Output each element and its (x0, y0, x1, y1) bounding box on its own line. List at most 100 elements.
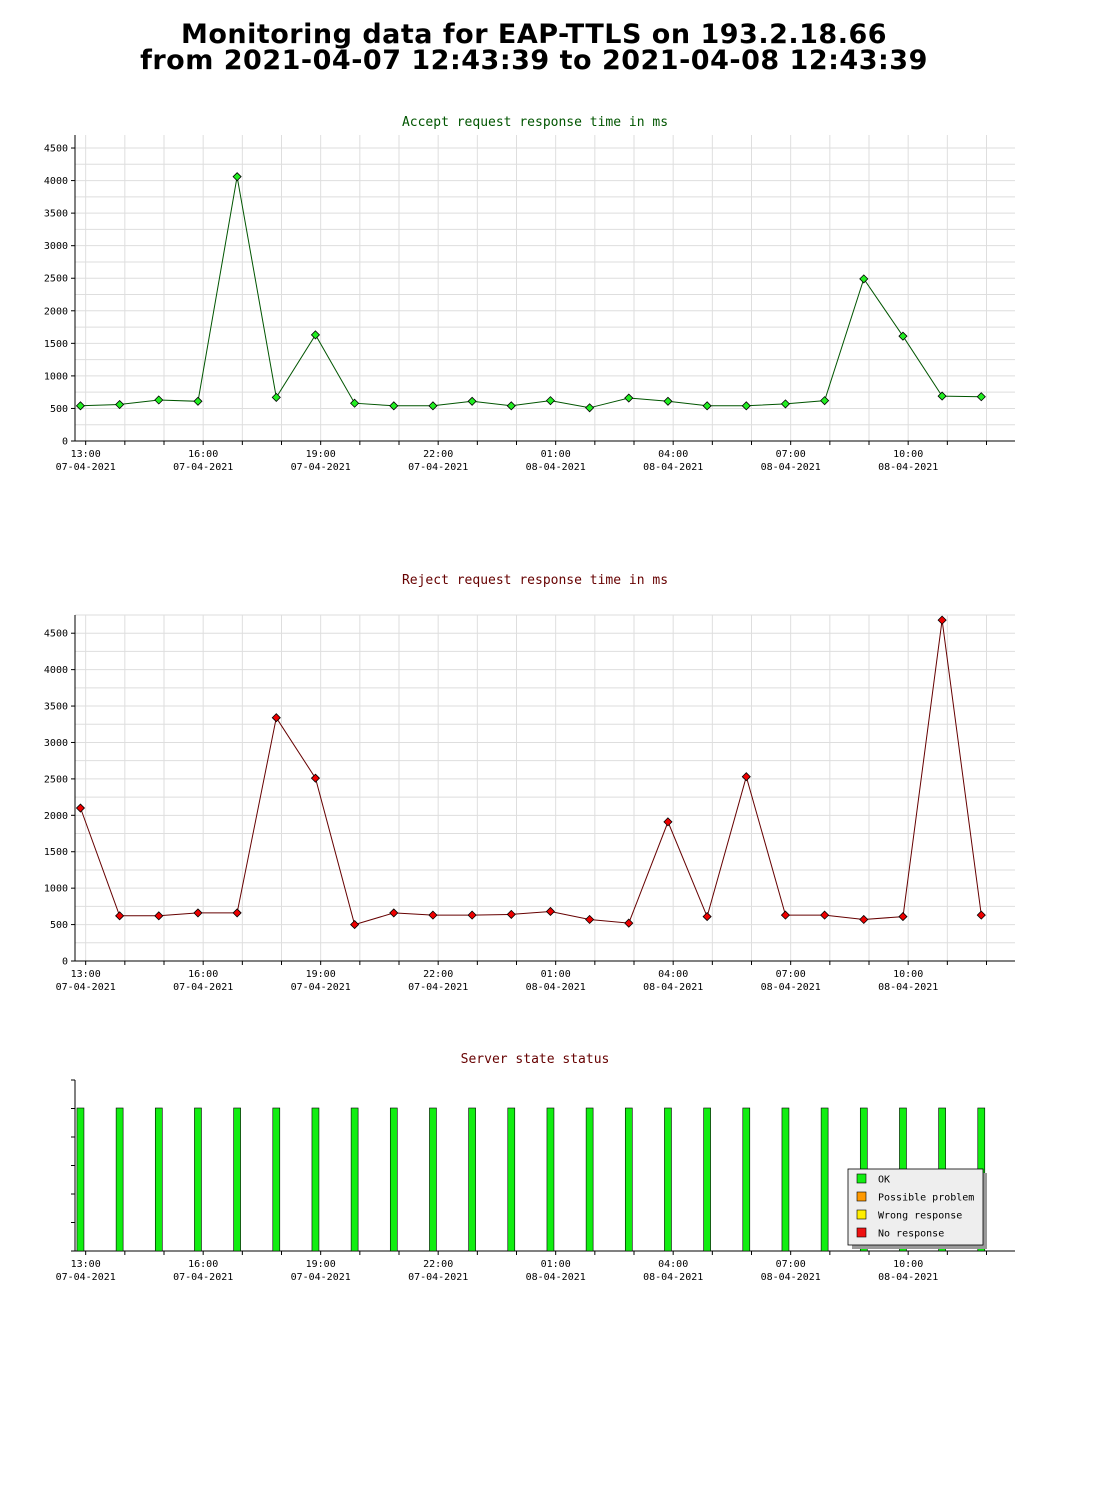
x-tick-label-date: 07-04-2021 (56, 982, 116, 993)
x-tick-label-date: 08-04-2021 (643, 1272, 703, 1283)
x-tick-label-time: 10:00 (893, 449, 923, 460)
legend-swatch (856, 1173, 867, 1184)
page-title-line-2: from 2021-04-07 12:43:39 to 2021-04-08 1… (140, 45, 928, 76)
data-point (428, 910, 438, 920)
y-tick-label: 4000 (44, 665, 68, 676)
x-tick-label-time: 13:00 (71, 1259, 101, 1270)
y-tick-label: 1000 (44, 884, 68, 895)
data-point (741, 401, 751, 411)
y-tick-label: 2500 (44, 274, 68, 285)
x-tick-label-date: 08-04-2021 (878, 462, 938, 473)
status-bar (115, 1107, 124, 1252)
x-tick-label-date: 07-04-2021 (291, 462, 351, 473)
status-bar (311, 1107, 320, 1252)
x-tick-label-date: 07-04-2021 (56, 462, 116, 473)
data-point (976, 392, 986, 402)
y-tick-label: 500 (50, 404, 68, 415)
legend-label: No response (878, 1229, 944, 1240)
x-tick-label-time: 07:00 (776, 449, 806, 460)
chart-reject: Reject request response time in ms 0 500 10… (44, 573, 1015, 993)
x-tick-label-time: 07:00 (776, 1259, 806, 1270)
data-point (310, 773, 321, 783)
status-bar (350, 1107, 359, 1252)
x-tick-label-date: 08-04-2021 (878, 1272, 938, 1283)
data-point (389, 401, 399, 411)
y-tick-label: 4000 (44, 176, 68, 187)
y-tick-label: 4500 (44, 144, 68, 155)
data-point (859, 274, 869, 284)
x-tick-label-date: 08-04-2021 (643, 982, 703, 993)
data-point (389, 908, 399, 918)
legend-swatch (856, 1227, 867, 1238)
x-tick-label-time: 19:00 (306, 1259, 336, 1270)
x-tick-label-time: 22:00 (423, 449, 453, 460)
x-tick-label-time: 13:00 (71, 449, 101, 460)
y-tick-label: 0 (62, 957, 68, 968)
data-point (115, 399, 125, 410)
data-point (585, 403, 595, 413)
x-tick-label-time: 16:00 (188, 969, 218, 980)
legend-label: OK (878, 1175, 890, 1186)
status-bar (272, 1107, 281, 1252)
x-tick-label-date: 08-04-2021 (526, 462, 586, 473)
data-point (780, 910, 791, 920)
x-tick-label-time: 04:00 (658, 969, 688, 980)
status-bar (585, 1107, 594, 1252)
x-tick-label-date: 07-04-2021 (408, 982, 468, 993)
x-tick-label-time: 07:00 (776, 969, 806, 980)
series-line (80, 176, 982, 409)
data-point (976, 910, 986, 920)
data-point (506, 401, 516, 411)
data-point (467, 910, 477, 920)
status-bar (624, 1107, 633, 1252)
chart-title: Server state status (461, 1052, 610, 1067)
status-bar (664, 1107, 672, 1252)
data-point (545, 906, 556, 917)
data-point (506, 909, 516, 919)
data-point (702, 401, 712, 411)
x-tick-label-time: 16:00 (188, 449, 218, 460)
status-bar (76, 1107, 85, 1252)
page-title: Monitoring data for EAP-TTLS on 193.2.18… (0, 21, 1068, 76)
y-tick-label: 0 (62, 437, 68, 448)
legend-swatch (856, 1209, 867, 1220)
y-tick-label: 2000 (44, 306, 68, 317)
data-point (898, 331, 908, 341)
x-tick-label-date: 07-04-2021 (173, 1272, 233, 1283)
chart-title: Reject request response time in ms (402, 573, 668, 588)
legend-swatch (856, 1191, 867, 1202)
data-point (663, 817, 673, 827)
data-point (820, 396, 830, 406)
x-tick-label-time: 22:00 (423, 969, 453, 980)
y-tick-label: 3000 (44, 738, 68, 749)
data-point (467, 396, 477, 406)
data-point (702, 912, 712, 922)
x-tick-label-time: 04:00 (658, 449, 688, 460)
legend-box (847, 1168, 984, 1246)
data-point (232, 908, 242, 918)
x-tick-label-date: 08-04-2021 (643, 462, 703, 473)
x-tick-label-date: 08-04-2021 (526, 1272, 586, 1283)
data-point (193, 396, 203, 406)
x-tick-label-date: 07-04-2021 (408, 462, 468, 473)
y-tick-label: 1500 (44, 847, 68, 858)
x-tick-label-time: 19:00 (306, 449, 336, 460)
x-tick-label-date: 08-04-2021 (526, 982, 586, 993)
x-tick-label-time: 16:00 (188, 1259, 218, 1270)
data-point (859, 914, 869, 925)
status-bar (429, 1107, 437, 1252)
status-bar (703, 1107, 711, 1252)
x-tick-label-date: 08-04-2021 (761, 1272, 821, 1283)
x-tick-label-time: 22:00 (423, 1259, 453, 1270)
data-point (271, 713, 281, 723)
data-point (663, 396, 673, 406)
x-tick-label-date: 07-04-2021 (56, 1272, 116, 1283)
x-tick-label-date: 08-04-2021 (761, 982, 821, 993)
data-point (310, 330, 321, 340)
chart-accept: Accept request response time in ms 0 500 10… (44, 115, 1015, 473)
status-bar (389, 1107, 398, 1252)
x-tick-label-time: 01:00 (541, 969, 571, 980)
x-tick-label-time: 10:00 (893, 1259, 923, 1270)
status-bar (154, 1107, 163, 1252)
